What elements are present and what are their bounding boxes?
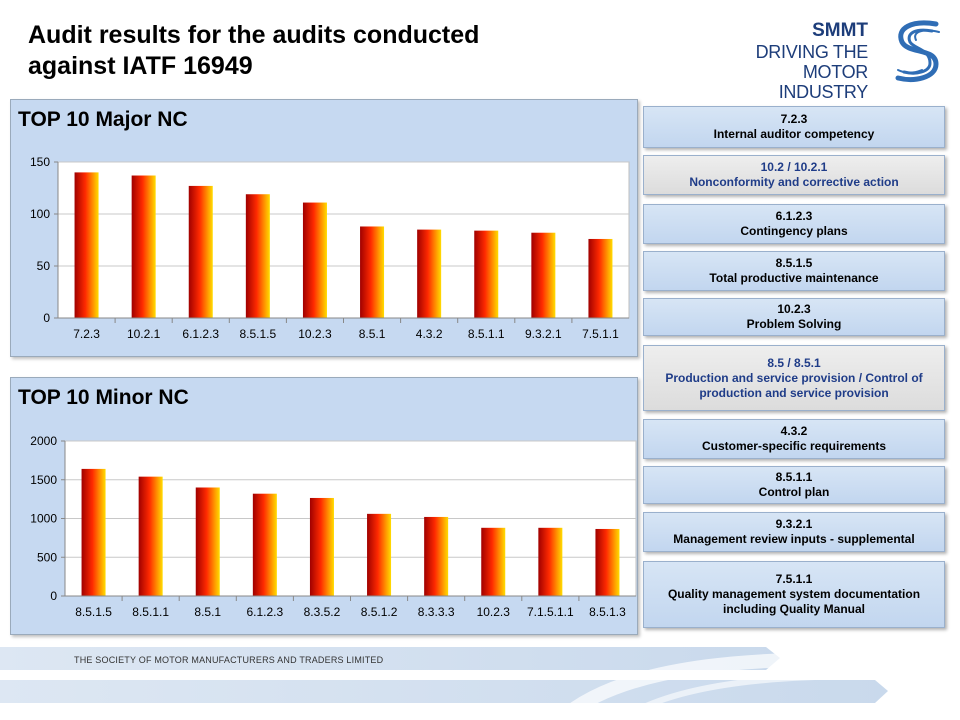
nc-code: 8.5 / 8.5.1 <box>767 355 821 370</box>
minor-nc-chart-title: TOP 10 Minor NC <box>18 386 189 409</box>
nc-box-7-5-1-1: 7.5.1.1 Quality management system docume… <box>643 561 945 628</box>
x-tick-label: 8.3.3.3 <box>418 605 455 619</box>
nc-desc: Internal auditor competency <box>713 127 875 141</box>
nc-desc: Production and service provision / Contr… <box>665 370 923 400</box>
nc-box-8-5-1: 8.5 / 8.5.1 Production and service provi… <box>643 345 945 411</box>
x-tick-label: 10.2.3 <box>298 327 332 341</box>
nc-desc: Management review inputs - supplemental <box>673 532 915 546</box>
x-tick-label: 8.5.1.2 <box>361 605 398 619</box>
minor-nc-bar-chart: 0 500 1000 1500 2000 8.5.1.5 8.5.1.1 8.5.1 6.1.2… <box>30 434 637 619</box>
bar-8.3.3.3 <box>424 516 449 596</box>
bar-8.5.1.1 <box>474 230 499 318</box>
nc-box-8-5-1-5: 8.5.1.5 Total productive maintenance <box>643 251 945 291</box>
bar-10.2.3 <box>302 202 327 318</box>
y-tick-label: 0 <box>50 589 57 603</box>
bar-7.1.5.1.1 <box>538 527 563 596</box>
bar-7.5.1.1 <box>588 238 613 318</box>
y-tick-label: 50 <box>37 259 51 273</box>
nc-box-9-3-2-1: 9.3.2.1 Management review inputs - suppl… <box>643 512 945 552</box>
slide-title-line2: against IATF 16949 <box>28 52 253 80</box>
footer-band <box>0 647 960 720</box>
logo-text: SMMT DRIVING THE MOTOR INDUSTRY <box>712 20 869 102</box>
nc-desc: Contingency plans <box>740 224 848 238</box>
logo-line1: SMMT <box>812 20 868 41</box>
slide-title-line1: Audit results for the audits conducted <box>28 21 480 49</box>
x-tick-label: 6.1.2.3 <box>246 605 283 619</box>
major-nc-chart-title: TOP 10 Major NC <box>18 108 188 131</box>
nc-desc: Control plan <box>758 485 830 499</box>
nc-code: 6.1.2.3 <box>775 209 813 223</box>
x-tick-label: 8.5.1.5 <box>239 327 276 341</box>
bar-8.5.1 <box>195 487 220 596</box>
x-tick-label: 8.5.1 <box>194 605 221 619</box>
nc-box-7-2-3: 7.2.3 Internal auditor competency <box>643 106 945 148</box>
x-tick-label: 7.2.3 <box>73 327 100 341</box>
x-tick-label: 8.3.5.2 <box>304 605 341 619</box>
nc-desc: Quality management system documentation … <box>667 587 921 616</box>
y-tick-label: 1000 <box>30 512 57 526</box>
nc-box-10-2-1: 10.2 / 10.2.1 Nonconformity and correcti… <box>643 155 945 195</box>
bar-6.1.2.3 <box>188 185 213 318</box>
nc-code: 4.3.2 <box>780 424 808 438</box>
nc-code: 7.5.1.1 <box>775 572 813 586</box>
x-tick-label: 9.3.2.1 <box>525 327 562 341</box>
bar-8.5.1.5 <box>245 194 270 318</box>
smmt-logo: SMMT DRIVING THE MOTOR INDUSTRY <box>712 18 944 102</box>
bar-8.5.1.2 <box>367 513 392 596</box>
x-tick-label: 10.2.1 <box>127 327 161 341</box>
bar-4.3.2 <box>417 229 442 318</box>
bar-8.5.1.5 <box>81 468 106 596</box>
nc-box-4-3-2: 4.3.2 Customer-specific requirements <box>643 419 945 459</box>
bar-6.1.2.3 <box>252 493 277 596</box>
minor-nc-chart-panel: 0 500 1000 1500 2000 8.5.1.5 8.5.1.1 8.5.1 6.1.2… <box>10 377 638 635</box>
slide-title: Audit results for the audits conducted a… <box>28 20 588 82</box>
bar-10.2.1 <box>131 175 156 318</box>
x-tick-label: 8.5.1.3 <box>589 605 626 619</box>
x-tick-label: 7.1.5.1.1 <box>527 605 574 619</box>
y-tick-label: 150 <box>30 155 50 169</box>
nc-code: 10.2.3 <box>777 302 811 316</box>
y-tick-label: 0 <box>43 311 50 325</box>
bar-8.3.5.2 <box>309 497 334 596</box>
bar-8.5.1.3 <box>595 528 620 596</box>
nc-desc: Customer-specific requirements <box>701 439 887 453</box>
nc-code: 8.5.1.5 <box>775 256 813 270</box>
x-tick-label: 4.3.2 <box>416 327 443 341</box>
nc-code: 7.2.3 <box>780 112 808 126</box>
x-tick-label: 7.5.1.1 <box>582 327 619 341</box>
nc-box-10-2-3: 10.2.3 Problem Solving <box>643 298 945 336</box>
nc-desc: Total productive maintenance <box>709 271 879 285</box>
bar-9.3.2.1 <box>531 232 556 318</box>
bar-10.2.3 <box>481 527 506 596</box>
x-tick-label: 6.1.2.3 <box>182 327 219 341</box>
bar-8.5.1 <box>360 226 385 318</box>
nc-desc: Problem Solving <box>746 317 842 331</box>
x-tick-label: 8.5.1.5 <box>75 605 112 619</box>
major-nc-bar-chart: 0 50 100 150 7.2.3 10.2.1 6.1.2.3 8.5.1.5 10.2.3… <box>30 155 630 341</box>
smmt-s-mark-icon <box>895 20 940 82</box>
major-nc-chart-panel: 0 50 100 150 7.2.3 10.2.1 6.1.2.3 8.5.1.5 10.2.3… <box>10 99 638 357</box>
nc-code: 8.5.1.1 <box>775 470 813 484</box>
x-tick-label: 8.5.1.1 <box>468 327 505 341</box>
logo-line2: DRIVING THE <box>755 42 869 62</box>
y-tick-label: 1500 <box>30 473 57 487</box>
y-tick-label: 100 <box>30 207 50 221</box>
nc-desc: Nonconformity and corrective action <box>689 175 899 189</box>
nc-code: 9.3.2.1 <box>775 517 813 531</box>
nc-code: 10.2 / 10.2.1 <box>760 160 828 174</box>
y-tick-label: 500 <box>37 550 57 564</box>
x-tick-label: 8.5.1 <box>359 327 386 341</box>
footer-text: THE SOCIETY OF MOTOR MANUFACTURERS AND T… <box>74 655 384 665</box>
bar-8.5.1.1 <box>138 476 163 596</box>
x-tick-label: 8.5.1.1 <box>132 605 169 619</box>
nc-box-6-1-2-3: 6.1.2.3 Contingency plans <box>643 204 945 244</box>
x-tick-label: 10.2.3 <box>477 605 511 619</box>
bar-7.2.3 <box>74 172 99 318</box>
y-tick-label: 2000 <box>30 434 57 448</box>
nc-box-8-5-1-1: 8.5.1.1 Control plan <box>643 466 945 504</box>
logo-line3: MOTOR INDUSTRY <box>778 62 869 102</box>
